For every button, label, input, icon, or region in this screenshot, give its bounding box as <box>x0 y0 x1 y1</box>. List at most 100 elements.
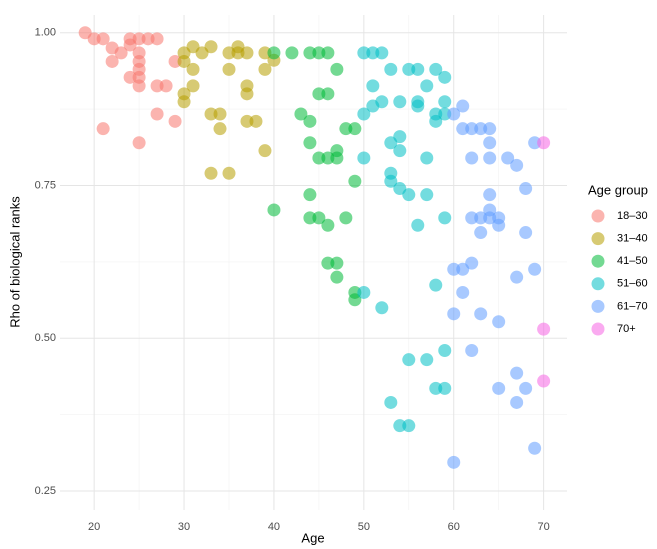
point <box>438 107 452 121</box>
y-tick-label: 0.50 <box>35 332 56 344</box>
point <box>213 107 227 121</box>
legend-label: 70+ <box>617 323 636 335</box>
point <box>474 122 488 136</box>
point <box>348 122 362 136</box>
point <box>339 211 353 225</box>
point <box>456 285 470 299</box>
point <box>240 114 254 128</box>
point <box>402 419 416 433</box>
point <box>384 174 398 188</box>
point <box>132 79 146 93</box>
point <box>321 87 335 101</box>
point <box>474 226 488 240</box>
x-tick-label: 20 <box>88 521 100 533</box>
point <box>492 381 506 395</box>
point <box>159 79 173 93</box>
point <box>213 122 227 136</box>
y-tick-label: 0.75 <box>35 179 56 191</box>
x-tick-label: 70 <box>538 521 550 533</box>
point <box>438 70 452 84</box>
point <box>267 46 281 60</box>
point <box>240 46 254 60</box>
point <box>483 122 497 136</box>
point <box>393 144 407 158</box>
point <box>528 136 542 150</box>
point <box>348 174 362 188</box>
point <box>438 95 452 109</box>
legend-label: 31–40 <box>617 233 648 245</box>
point <box>87 32 101 46</box>
point <box>231 46 245 60</box>
point <box>168 54 182 68</box>
point <box>339 122 353 136</box>
point <box>528 441 542 455</box>
point <box>465 211 479 225</box>
point <box>456 122 470 136</box>
point <box>474 211 488 225</box>
point <box>123 70 137 84</box>
point <box>222 166 236 180</box>
point <box>393 95 407 109</box>
point <box>96 122 110 136</box>
point <box>438 344 452 357</box>
point <box>384 395 398 409</box>
point <box>492 218 506 232</box>
legend-swatch <box>591 209 605 223</box>
point <box>465 256 479 270</box>
point <box>105 54 119 68</box>
point <box>312 151 326 165</box>
point <box>366 79 380 93</box>
legend-label: 41–50 <box>617 255 648 267</box>
point <box>312 87 326 101</box>
point <box>132 136 146 150</box>
point <box>519 381 533 395</box>
point <box>114 46 128 60</box>
point <box>258 62 272 76</box>
point <box>456 99 470 113</box>
point <box>168 114 182 128</box>
legend-swatch <box>591 322 605 336</box>
point <box>303 114 317 128</box>
point <box>402 188 416 202</box>
point <box>132 32 146 46</box>
point <box>465 151 479 165</box>
legend-title: Age group <box>588 182 648 197</box>
point <box>321 151 335 165</box>
point <box>357 107 371 121</box>
point <box>447 455 461 469</box>
point <box>186 79 200 93</box>
point <box>240 87 254 101</box>
point <box>429 381 443 395</box>
point <box>483 151 497 165</box>
point <box>447 307 461 321</box>
point <box>411 62 425 76</box>
point <box>429 114 443 128</box>
point <box>483 136 497 150</box>
point <box>321 46 335 60</box>
point <box>303 46 317 60</box>
point <box>420 151 434 165</box>
point <box>510 395 524 409</box>
point <box>483 188 497 202</box>
point <box>303 211 317 225</box>
point <box>420 79 434 93</box>
point <box>474 307 488 321</box>
point <box>177 54 191 68</box>
point <box>519 226 533 240</box>
point <box>528 262 542 276</box>
point <box>312 211 326 225</box>
point <box>357 151 371 165</box>
legend-swatch <box>591 254 605 268</box>
point <box>537 374 551 388</box>
point <box>357 285 371 299</box>
legend-swatch <box>591 277 605 291</box>
x-tick-label: 30 <box>178 521 190 533</box>
legend-label: 61–70 <box>617 300 648 312</box>
point <box>294 107 308 121</box>
legend-swatch <box>591 299 605 313</box>
point <box>438 211 452 225</box>
point <box>150 107 164 121</box>
point <box>465 344 479 357</box>
y-tick-label: 0.25 <box>35 485 56 497</box>
